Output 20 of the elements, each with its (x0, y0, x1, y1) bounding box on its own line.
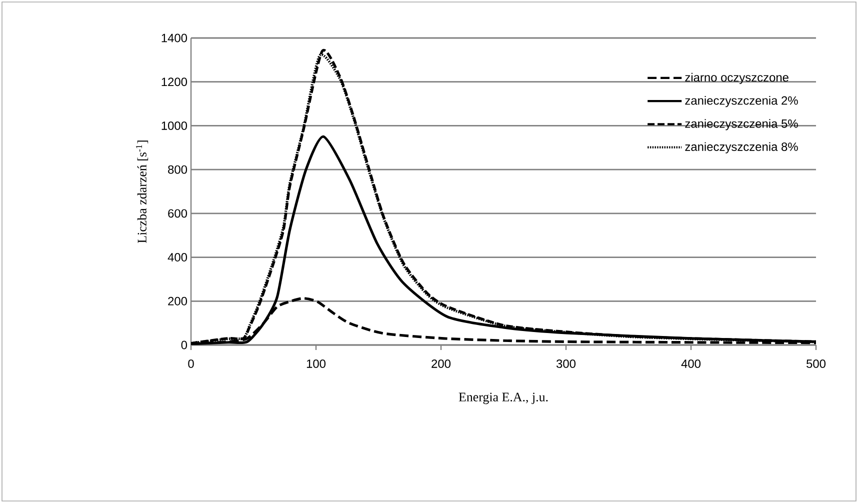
x-tick-label: 200 (432, 359, 451, 368)
legend-label: ziarno oczyszczone (685, 72, 788, 84)
y-tick-label: 800 (168, 165, 188, 174)
y-tick-label: 1000 (162, 121, 188, 130)
legend-label: zanieczyszczenia 2% (685, 96, 798, 108)
x-tick-label: 500 (806, 359, 826, 368)
x-tick-label: 300 (556, 359, 576, 368)
legend-label: zanieczyszczenia 8% (685, 142, 798, 154)
y-tick-label: 400 (168, 253, 188, 262)
y-tick-label: 0 (181, 340, 188, 350)
legend-label: zanieczyszczenia 5% (685, 119, 798, 130)
x-tick-label: 400 (681, 359, 701, 368)
y-axis-title: Liczba zdarzeń [s$^{-1}$] (136, 140, 148, 243)
y-tick-label: 600 (168, 209, 188, 218)
y-tick-label: 1400 (162, 34, 188, 42)
x-tick-label: 100 (306, 359, 326, 368)
y-tick-label: 200 (168, 296, 188, 306)
x-axis-title: Energia E.A., j.u. (458, 392, 548, 404)
x-tick-label: 0 (188, 359, 194, 368)
y-tick-label: 1200 (162, 78, 188, 86)
